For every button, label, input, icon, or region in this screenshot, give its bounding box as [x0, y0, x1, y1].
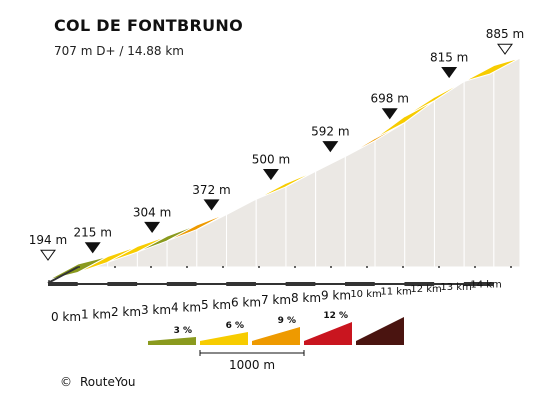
gradient-legend: 3 % 6 % 9 % 12 % 1000 m	[148, 311, 404, 372]
base-km-block-2	[107, 282, 138, 286]
x-tick-label-10: 10 km	[350, 289, 381, 300]
x-tick-label-8: 8 km	[291, 291, 321, 305]
x-tick-label-12: 12 km	[410, 284, 441, 295]
legend-swatch-1	[200, 332, 248, 345]
x-tick-label-5: 5 km	[201, 298, 231, 312]
x-tick-label-6: 6 km	[231, 296, 261, 310]
base-km-block-12	[404, 282, 435, 286]
marker-8	[497, 43, 513, 55]
side-wall-5	[226, 197, 257, 268]
base-km-block-6	[226, 282, 256, 286]
side-wall-9	[344, 139, 376, 268]
x-tick-label-3: 3 km	[141, 303, 171, 317]
elevation-label-6: 698 m	[371, 92, 409, 106]
subtitle: 707 m D+ / 14.88 km	[54, 44, 184, 58]
marker-2	[144, 221, 161, 234]
base-km-block-4	[166, 282, 197, 286]
legend-swatch-4	[356, 317, 404, 345]
segment-14	[463, 57, 521, 83]
x-tick-label-1: 1 km	[81, 308, 111, 322]
legend-label-3: 12 %	[323, 311, 348, 321]
x-tick-label-2: 2 km	[111, 305, 141, 319]
base-km-block-0	[48, 282, 78, 286]
x-tick-label-11: 11 km	[380, 287, 411, 298]
x-tick-label-9: 9 km	[321, 288, 351, 302]
elevation-markers	[40, 43, 513, 261]
elevation-label-0: 194 m	[29, 233, 67, 247]
x-tick-label-7: 7 km	[261, 293, 291, 307]
profile-base	[47, 266, 520, 286]
elevation-labels: 194 m 215 m 304 m 372 m 500 m 592 m 698 m 815 m…	[29, 27, 524, 247]
credit: © RouteYou	[60, 375, 136, 389]
side-wall-7	[285, 170, 317, 268]
marker-0	[40, 249, 56, 261]
base-km-block-14	[463, 282, 494, 286]
legend-label-1: 6 %	[226, 321, 244, 331]
elevation-label-1: 215 m	[73, 226, 111, 240]
elevation-label-7: 815 m	[430, 50, 468, 64]
side-wall-8	[315, 154, 346, 268]
base-km-block-10	[345, 282, 375, 286]
elevation-label-5: 592 m	[311, 125, 349, 139]
legend-swatch-3	[304, 322, 352, 345]
credit-text: RouteYou	[80, 375, 136, 389]
segment-0	[47, 256, 108, 281]
marker-1	[84, 242, 101, 254]
marker-7	[441, 66, 458, 79]
scale-bar-label: 1000 m	[229, 358, 275, 372]
base-km-block-8	[285, 282, 316, 286]
marker-3	[203, 199, 220, 211]
profile-side-walls	[77, 57, 521, 268]
side-wall-12	[433, 80, 465, 268]
legend-label-2: 9 %	[278, 316, 296, 326]
x-tick-label-0: 0 km	[51, 310, 81, 324]
copyright-symbol: ©	[60, 375, 72, 389]
marker-4	[262, 168, 279, 181]
side-wall-14	[493, 57, 521, 268]
elevation-label-4: 500 m	[252, 152, 290, 166]
marker-6	[381, 108, 398, 120]
x-tick-labels: 0 km 1 km 2 km 3 km 4 km 5 km 6 km 7 km 8 km 9 km…	[51, 279, 502, 324]
x-tick-label-13: 13 km	[440, 282, 471, 293]
base-left-edge	[47, 266, 79, 284]
elevation-label-2: 304 m	[133, 205, 171, 219]
legend-swatch-0	[148, 337, 196, 345]
side-wall-10	[374, 121, 406, 268]
title: COL DE FONTBRUNO	[54, 16, 244, 35]
marker-5	[322, 141, 339, 153]
x-tick-label-4: 4 km	[171, 300, 201, 314]
elevation-label-3: 372 m	[192, 183, 230, 197]
elevation-label-8: 885 m	[486, 27, 524, 41]
side-wall-6	[255, 182, 287, 268]
legend-label-0: 3 %	[174, 326, 192, 336]
side-wall-11	[404, 99, 435, 268]
x-tick-label-14: 14 km	[470, 279, 501, 290]
legend-swatch-2	[252, 327, 300, 345]
side-wall-13	[463, 64, 495, 268]
